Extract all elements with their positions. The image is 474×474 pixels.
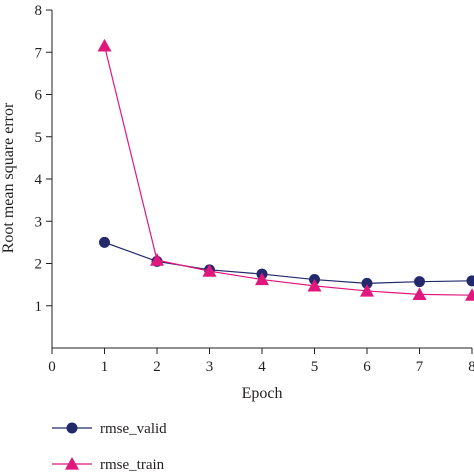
x-tick-label: 8 (468, 359, 474, 375)
x-tick-label: 4 (258, 359, 266, 375)
rmse-valid-line (104, 241, 473, 284)
y-axis-label: Root mean square error (0, 102, 17, 253)
x-ticks: 0 1 2 3 4 5 6 7 8 (48, 348, 474, 375)
legend: rmse_valid rmse_train (52, 421, 167, 473)
rmse-valid-point (99, 236, 110, 248)
x-tick-label: 6 (363, 359, 371, 375)
rmse-valid-point (414, 276, 425, 288)
y-tick-label: 1 (35, 299, 43, 315)
y-tick-label: 5 (35, 130, 43, 146)
x-tick-label: 3 (206, 359, 214, 375)
plot-area: 1 2 3 4 5 6 7 8 0 1 2 3 4 5 6 7 8 (35, 3, 474, 375)
x-tick-label: 7 (416, 359, 424, 375)
y-tick-label: 2 (35, 257, 43, 273)
rmse-train-point (307, 278, 322, 292)
rmse-train-point (412, 287, 427, 300)
rmse-train-point (202, 264, 217, 277)
series-layer (97, 38, 474, 301)
y-tick-label: 4 (35, 172, 43, 188)
y-tick-label: 7 (35, 45, 43, 61)
rmse-train-point (150, 253, 164, 266)
rmse-train-line (103, 45, 473, 296)
rmse-train-point (360, 283, 374, 297)
x-axis-label: Epoch (242, 385, 283, 402)
rmse-valid-point (466, 275, 474, 287)
rmse-train-legend-marker (65, 457, 79, 470)
rmse-train-point (465, 288, 474, 301)
rmse-valid-legend-marker (66, 422, 78, 434)
rmse-train-point (255, 272, 269, 286)
y-tick-label: 3 (35, 214, 43, 230)
x-tick-label: 0 (48, 359, 56, 375)
y-tick-label: 8 (35, 3, 43, 19)
x-tick-label: 2 (153, 359, 161, 375)
rmse-valid-point (361, 277, 373, 289)
rmse-train-legend-label: rmse_train (100, 457, 165, 473)
y-ticks: 1 2 3 4 5 6 7 8 (35, 3, 52, 315)
y-tick-label: 6 (35, 88, 43, 104)
rmse-valid-legend-label: rmse_valid (100, 421, 167, 437)
rmse-train-point (97, 38, 112, 52)
x-tick-label: 1 (101, 359, 109, 375)
x-tick-label: 5 (311, 359, 319, 375)
